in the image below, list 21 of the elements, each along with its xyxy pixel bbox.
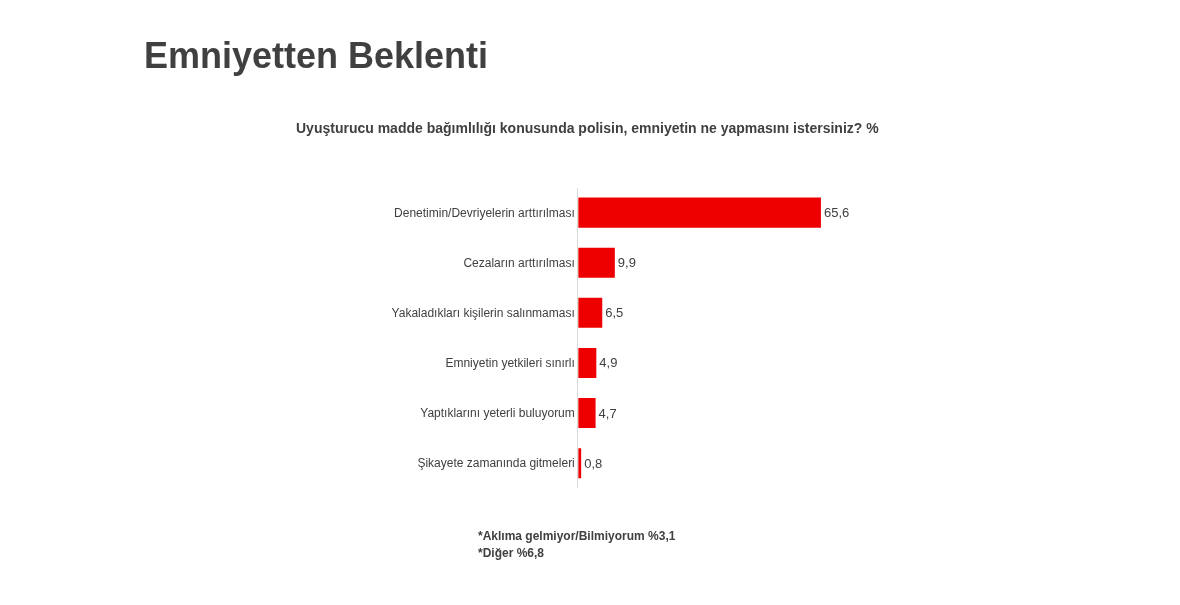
y-tick-label: Emniyetin yetkileri sınırlı — [445, 356, 575, 371]
chart-subtitle: Uyuşturucu madde bağımlılığı konusunda polisin, emniyetin ne yapmasını istersiniz? % — [296, 120, 880, 136]
data-label: 6,5 — [605, 305, 624, 321]
data-label: 9,9 — [617, 255, 636, 271]
y-tick-label: Denetimin/Devriyelerin arttırılması — [394, 205, 575, 220]
data-label: 4,9 — [599, 355, 618, 371]
bar — [578, 297, 603, 328]
data-label: 0,8 — [584, 455, 603, 471]
data-label: 65,6 — [823, 205, 850, 221]
y-tick-label: Yakaladıkları kişilerin salınmaması — [391, 306, 575, 321]
data-label: 4,7 — [598, 405, 617, 421]
chart-title: Emniyetten Beklenti — [144, 35, 489, 76]
bar — [578, 197, 821, 228]
bar — [578, 398, 596, 429]
text: *Aklıma gelmiyor/Bilmiyorum %3,1 — [478, 529, 676, 543]
text: *Diğer %6,8 — [478, 546, 545, 560]
bar — [578, 347, 597, 378]
bar — [578, 247, 615, 278]
y-tick-label: Yaptıklarını yeterli buluyorum — [420, 406, 575, 421]
y-tick-label: Şikayete zamanında gitmeleri — [417, 456, 575, 471]
y-tick-label: Cezaların arttırılması — [463, 255, 575, 270]
